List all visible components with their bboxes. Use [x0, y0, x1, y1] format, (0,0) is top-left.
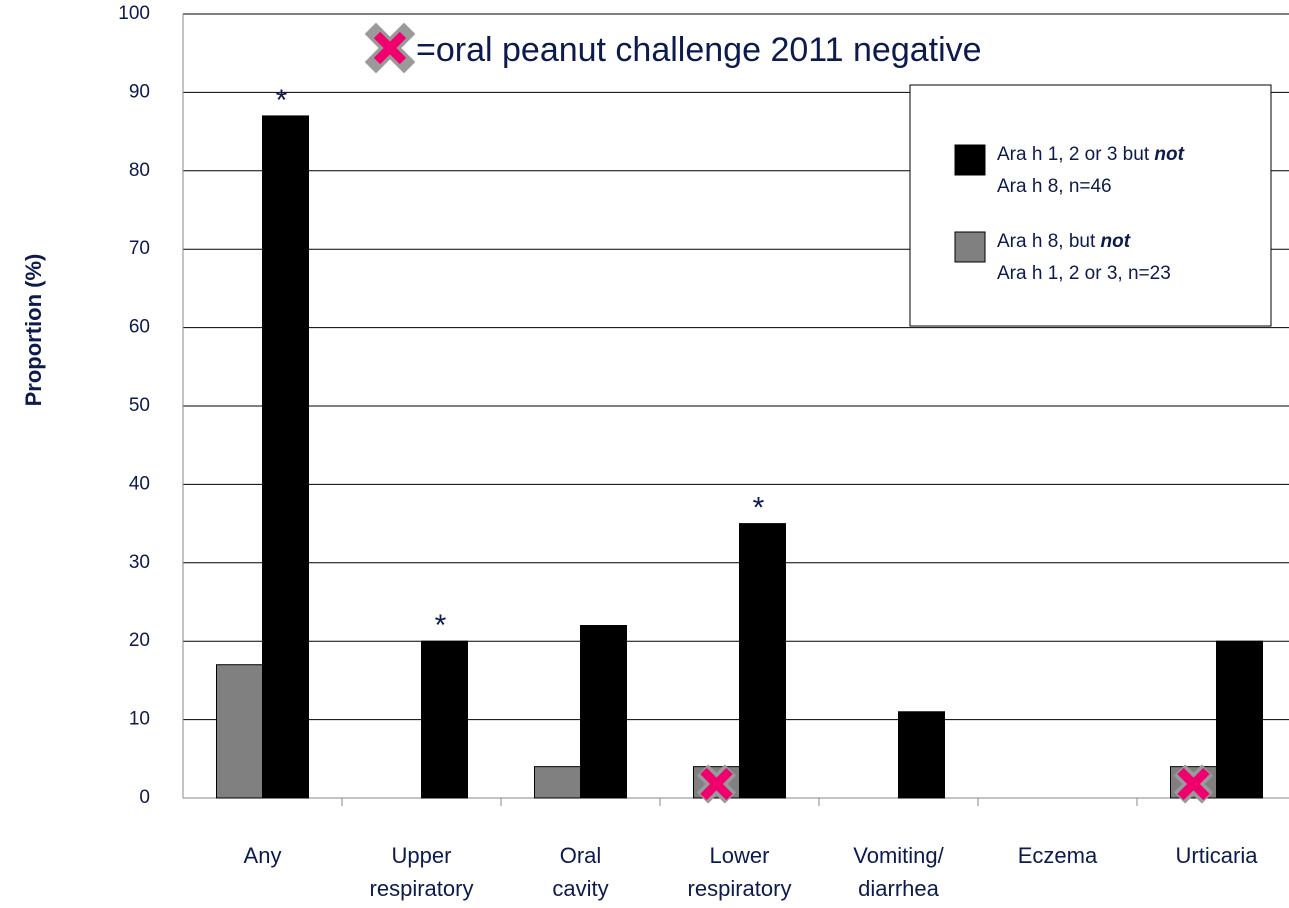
y-tick-label: 80 [129, 160, 150, 181]
y-tick-label: 90 [129, 81, 150, 102]
significance-marker: * [753, 492, 765, 525]
y-tick-label: 0 [139, 787, 150, 808]
y-tick-label: 30 [129, 552, 150, 573]
negative-challenge-icon [696, 764, 737, 804]
bar [534, 766, 581, 799]
x-tick-label: Oral cavity [552, 843, 608, 901]
x-tick-label: Any [244, 843, 282, 868]
y-tick-label: 10 [129, 709, 150, 730]
legend-box [909, 84, 1272, 327]
bar [216, 664, 263, 799]
legend-label: Ara h 1, 2 or 3 but not Ara h 8, n=46 [997, 144, 1185, 197]
bar [898, 711, 945, 799]
bar [739, 523, 786, 799]
bar [421, 640, 468, 799]
annotation: =oral peanut challenge 2011 negative [416, 31, 982, 69]
x-tick-label: Eczema [1018, 843, 1098, 868]
negative-challenge-icon [1173, 764, 1214, 804]
y-tick-label: 70 [129, 238, 150, 259]
x-tick-label: Urticaria [1176, 843, 1259, 868]
y-tick-label: 50 [129, 395, 150, 416]
y-tick-label: 40 [129, 473, 150, 494]
x-tick-label: Upper respiratory [370, 843, 474, 901]
bar [1216, 640, 1263, 799]
annotation-icon [364, 22, 416, 74]
legend-swatch [954, 231, 986, 263]
x-tick-label: Lower respiratory [688, 843, 792, 901]
bar [580, 625, 627, 799]
significance-marker: * [435, 609, 447, 642]
bar [262, 115, 309, 799]
legend-label: Ara h 8, but not Ara h 1, 2 or 3, n=23 [997, 231, 1171, 284]
y-tick-label: 20 [129, 630, 150, 651]
y-tick-label: 60 [129, 317, 150, 338]
icon-stroke [1177, 767, 1210, 801]
y-tick-label: 100 [118, 3, 150, 24]
icon-stroke [700, 767, 733, 801]
legend-swatch [954, 144, 986, 176]
x-tick-label: Vomiting/diarrhea [853, 843, 944, 901]
significance-marker: * [276, 84, 288, 117]
y-axis-label: Proportion (%) [21, 254, 46, 407]
